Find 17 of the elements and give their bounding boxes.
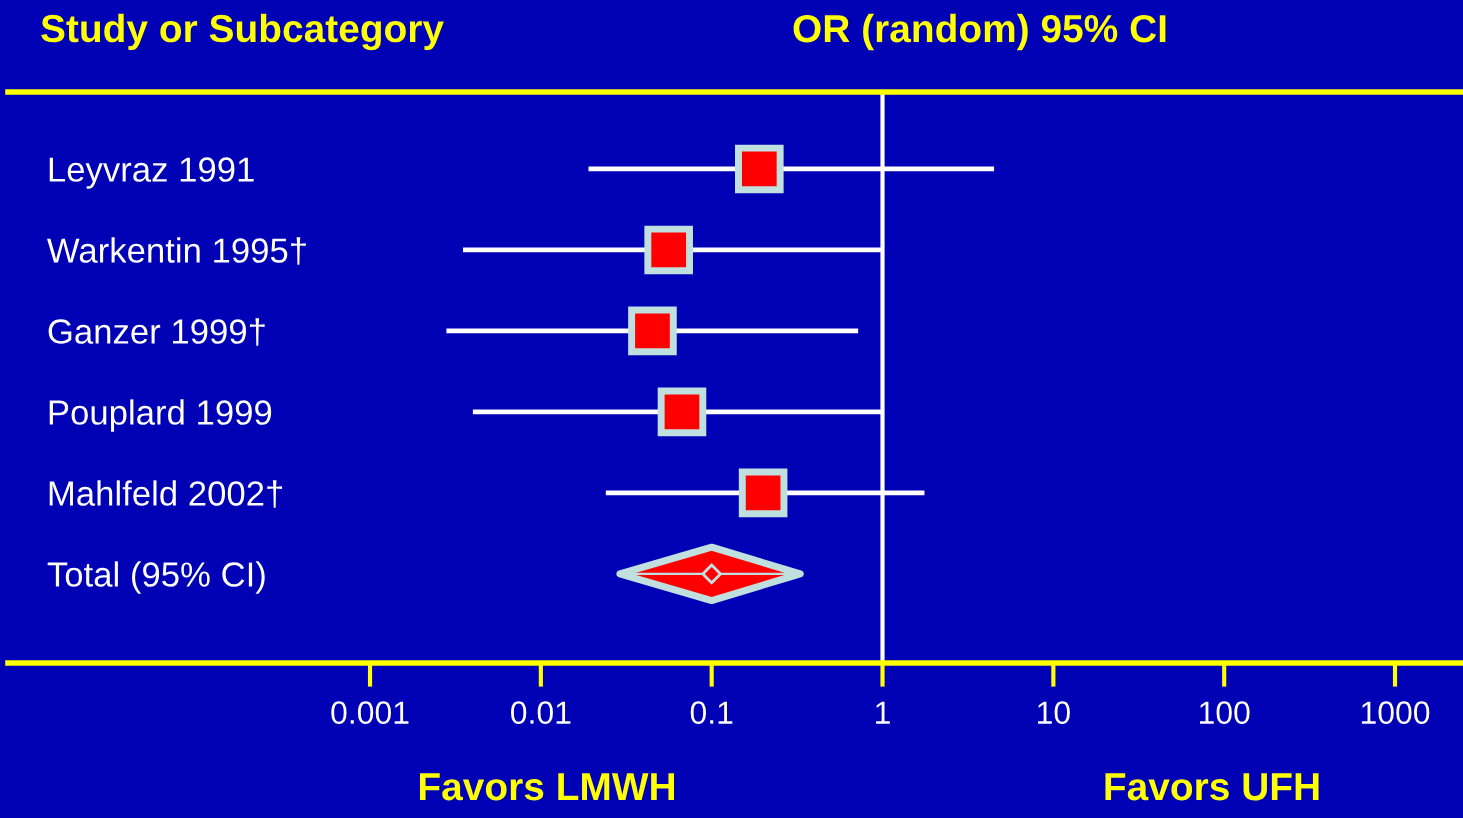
x-tick-label: 0.1 — [690, 701, 733, 724]
text: Favors LMWH — [419, 773, 675, 801]
text: Favors UFH — [1105, 773, 1319, 801]
y-tick-label: Total (95% CI) — [47, 561, 265, 594]
x-tick-label: 1 — [876, 701, 890, 724]
y-tick-label: Leyvraz 1991 — [49, 157, 254, 189]
x-tick-label: 1000 — [1361, 701, 1430, 724]
y-tick-label: Mahlfeld 2002† — [49, 480, 283, 508]
x-tick-label: 100 — [1199, 701, 1250, 724]
chart-title: Study or Subcategory — [41, 13, 444, 51]
y-tick-label: Ganzer 1999† — [48, 318, 265, 346]
x-tick-label: 10 — [1038, 701, 1070, 724]
y-tick-label: Warkentin 1995† — [47, 237, 306, 265]
y-tick-label: Pouplard 1999 — [49, 399, 272, 432]
x-tick-label: 0.001 — [331, 701, 409, 724]
text: OR (random) 95% CI — [793, 13, 1166, 51]
x-tick-label: 0.01 — [511, 701, 571, 724]
